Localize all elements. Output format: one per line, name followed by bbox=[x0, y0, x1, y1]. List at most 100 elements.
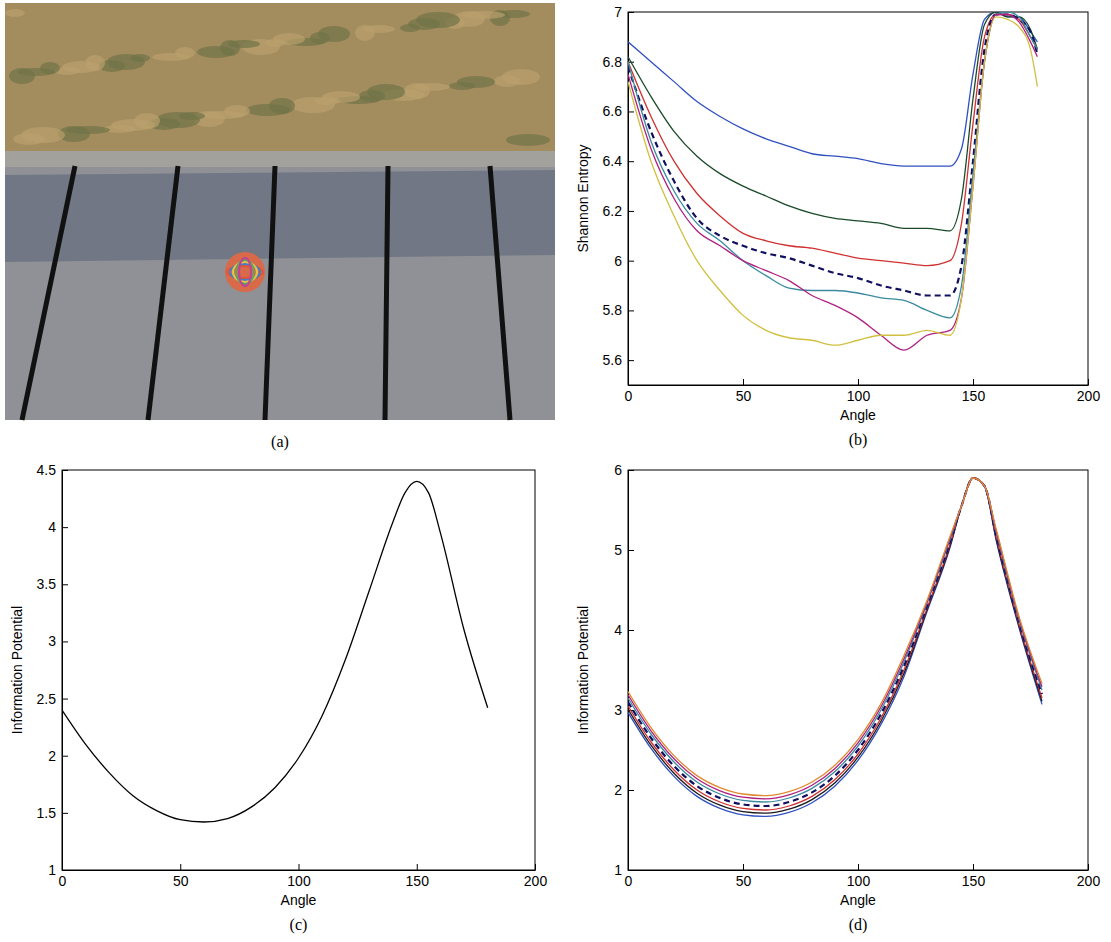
x-tick: 200 bbox=[524, 864, 548, 889]
grass-patch bbox=[134, 113, 160, 129]
grass-patch bbox=[228, 40, 260, 48]
series-line bbox=[628, 478, 1042, 802]
grass-patch bbox=[318, 26, 350, 42]
x-axis-title: Angle bbox=[840, 407, 876, 423]
x-tick-label: 0 bbox=[625, 388, 633, 404]
y-tick: 1 bbox=[614, 862, 634, 878]
grass-patch bbox=[502, 69, 540, 85]
y-axis-line bbox=[628, 471, 629, 871]
x-tick-mark bbox=[858, 864, 859, 870]
grass-patch bbox=[273, 33, 305, 45]
deck bbox=[5, 153, 555, 420]
x-tick-mark bbox=[743, 379, 744, 385]
y-tick-mark bbox=[62, 699, 68, 700]
grass-patch bbox=[66, 126, 110, 134]
x-tick: 100 bbox=[847, 864, 871, 889]
board-gap bbox=[148, 166, 178, 420]
x-tick: 150 bbox=[962, 864, 986, 889]
y-tick: 6 bbox=[614, 253, 634, 269]
x-tick: 200 bbox=[1077, 864, 1101, 889]
x-tick-mark bbox=[858, 379, 859, 385]
series-line bbox=[628, 478, 1042, 796]
panel-caption: (d) bbox=[849, 916, 868, 934]
y-tick-mark bbox=[62, 813, 68, 814]
grass-patch bbox=[367, 84, 405, 100]
y-tick-label: 4 bbox=[48, 519, 56, 535]
y-tick-label: 6 bbox=[614, 253, 622, 269]
plot-lines bbox=[628, 12, 1037, 350]
y-tick-label: 2 bbox=[48, 748, 56, 764]
y-tick-label: 5.8 bbox=[603, 302, 623, 318]
grass-patch bbox=[130, 54, 150, 62]
grass-patch bbox=[179, 112, 205, 120]
series-line bbox=[628, 478, 1042, 810]
ball bbox=[225, 252, 265, 292]
x-axis-line bbox=[63, 870, 536, 871]
y-tick-mark bbox=[628, 790, 634, 791]
y-tick: 1 bbox=[48, 862, 68, 878]
grass bbox=[5, 3, 555, 153]
y-tick-label: 6.4 bbox=[603, 153, 623, 169]
y-tick-mark bbox=[628, 360, 634, 361]
shadow bbox=[5, 170, 555, 262]
y-tick-label: 6.2 bbox=[603, 203, 623, 219]
x-tick-mark bbox=[1088, 864, 1089, 870]
y-tick: 4.5 bbox=[37, 462, 68, 478]
x-tick-label: 200 bbox=[1077, 388, 1101, 404]
y-tick-label: 6.8 bbox=[603, 54, 623, 70]
x-tick-mark bbox=[180, 864, 181, 870]
board-gap bbox=[265, 166, 275, 420]
series-line bbox=[628, 478, 1042, 806]
x-tick: 150 bbox=[406, 864, 430, 889]
photo bbox=[5, 3, 555, 420]
y-tick: 3.5 bbox=[37, 576, 68, 592]
x-tick-label: 50 bbox=[736, 873, 752, 889]
y-tick-mark bbox=[62, 641, 68, 642]
y-tick: 5 bbox=[614, 542, 634, 558]
chart-panel: 05010015020011.522.533.544.5AngleInforma… bbox=[9, 462, 547, 934]
x-tick: 200 bbox=[1077, 379, 1101, 404]
plot-frame bbox=[628, 470, 1088, 870]
x-tick-label: 100 bbox=[847, 873, 871, 889]
grass-patch bbox=[506, 134, 550, 146]
x-tick-label: 50 bbox=[736, 388, 752, 404]
x-tick: 50 bbox=[736, 864, 752, 889]
series-line bbox=[628, 14, 1037, 350]
y-tick: 6.2 bbox=[603, 203, 634, 219]
y-tick-mark bbox=[628, 12, 634, 13]
y-tick-mark bbox=[62, 527, 68, 528]
x-tick-label: 100 bbox=[847, 388, 871, 404]
y-tick-label: 2.5 bbox=[37, 691, 57, 707]
y-axis: 11.522.533.544.5 bbox=[37, 462, 68, 878]
x-tick-label: 200 bbox=[1077, 873, 1101, 889]
y-tick-label: 6.6 bbox=[603, 103, 623, 119]
y-tick-mark bbox=[628, 870, 634, 871]
y-tick-mark bbox=[628, 161, 634, 162]
y-tick-mark bbox=[62, 870, 68, 871]
chart-panel: 050100150200123456AngleInformation Poten… bbox=[575, 462, 1100, 934]
board-gap bbox=[22, 166, 75, 420]
grass-patch bbox=[5, 9, 25, 17]
series-line bbox=[628, 17, 1037, 345]
y-tick: 7 bbox=[614, 4, 634, 20]
grass-patch bbox=[21, 127, 65, 143]
x-tick-label: 100 bbox=[287, 873, 311, 889]
y-tick-label: 3 bbox=[48, 633, 56, 649]
panel-caption: (c) bbox=[290, 916, 308, 934]
x-tick: 100 bbox=[287, 864, 311, 889]
plot-frame bbox=[628, 12, 1088, 385]
series-line bbox=[628, 12, 1037, 318]
y-tick: 4 bbox=[614, 622, 634, 638]
x-axis-line bbox=[629, 870, 1089, 871]
panel-caption: (a) bbox=[271, 433, 289, 451]
y-tick-label: 1 bbox=[614, 862, 622, 878]
y-tick: 6.6 bbox=[603, 103, 634, 119]
grass-patch bbox=[363, 25, 395, 33]
grass-patch bbox=[461, 11, 505, 19]
y-tick-label: 5.6 bbox=[603, 352, 623, 368]
y-axis: 123456 bbox=[614, 462, 634, 878]
x-tick-mark bbox=[1088, 379, 1089, 385]
grass-patch bbox=[457, 76, 495, 88]
y-tick: 5.6 bbox=[603, 352, 634, 368]
y-tick-label: 6 bbox=[614, 462, 622, 478]
